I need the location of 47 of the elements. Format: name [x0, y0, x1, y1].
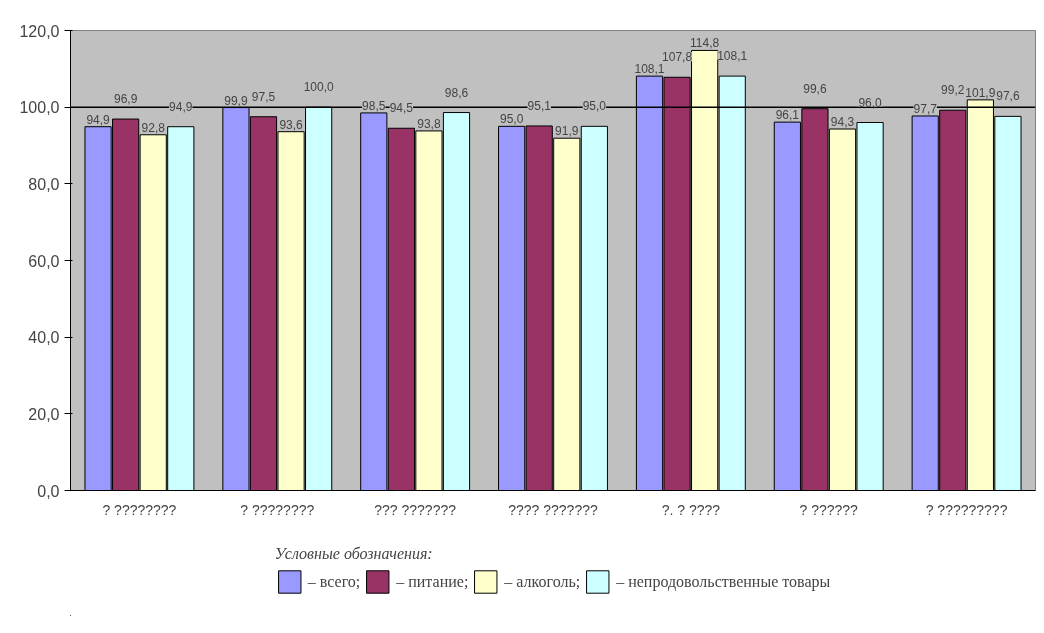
x-tick-label: ? ???????? — [102, 501, 177, 518]
data-label: 94,9 — [169, 99, 193, 114]
data-label: 98,5 — [362, 98, 386, 113]
data-label: 95,0 — [499, 112, 524, 127]
x-tick-label: ?. ? ???? — [661, 501, 721, 518]
data-label: 99,2 — [941, 83, 965, 98]
data-label: 94,5 — [389, 101, 414, 116]
x-tick-label: ? ?????? — [799, 501, 859, 518]
legend-label: – питание; — [396, 572, 469, 591]
data-label: 95,1 — [527, 98, 552, 113]
x-tick-label: ???? ??????? — [508, 501, 598, 518]
data-label: 100,0 — [303, 80, 334, 95]
data-label: 91,9 — [555, 124, 579, 139]
data-label: 108,1 — [634, 62, 665, 77]
y-tick-label: 60,0 — [28, 252, 60, 270]
x-tick-label: ? ???????? — [240, 501, 315, 518]
y-tick-label: 20,0 — [28, 405, 60, 423]
x-tick-label: ? ????????? — [925, 501, 1008, 518]
legend-label: – всего; — [307, 572, 361, 591]
legend-label: – непродовольственные товары — [616, 572, 831, 591]
data-label: 99,6 — [803, 81, 827, 96]
data-label: 92,8 — [141, 120, 166, 135]
data-label: 97,7 — [913, 101, 938, 116]
data-label: 93,6 — [279, 117, 304, 132]
legend-label: – алкоголь; — [504, 572, 581, 591]
data-label: 96,0 — [858, 95, 883, 110]
data-label: 107,8 — [662, 50, 693, 65]
y-tick-label: 40,0 — [28, 329, 60, 347]
data-label: 108,1 — [717, 49, 748, 64]
y-tick-label: 120,0 — [19, 22, 60, 40]
data-label: 93,8 — [417, 116, 441, 131]
data-label: 114,8 — [690, 36, 720, 51]
data-label: 98,6 — [444, 85, 469, 100]
data-label: 94,9 — [86, 112, 111, 127]
y-tick-label: 80,0 — [28, 175, 60, 193]
data-label: 99,9 — [224, 93, 248, 108]
data-label: 96,9 — [113, 92, 138, 107]
x-tick-label: ??? ??????? — [374, 501, 457, 518]
y-tick-label: 100,0 — [19, 99, 60, 117]
data-label: 96,1 — [775, 108, 800, 123]
data-label: 101,9 — [965, 85, 996, 100]
data-label: 97,5 — [251, 89, 276, 104]
data-label: 94,3 — [830, 115, 855, 130]
y-tick-label: 0,0 — [37, 482, 60, 500]
legend-title: Условные обозначения: — [274, 544, 434, 563]
data-label: 95,0 — [582, 99, 607, 114]
data-label: 97,6 — [996, 89, 1020, 104]
